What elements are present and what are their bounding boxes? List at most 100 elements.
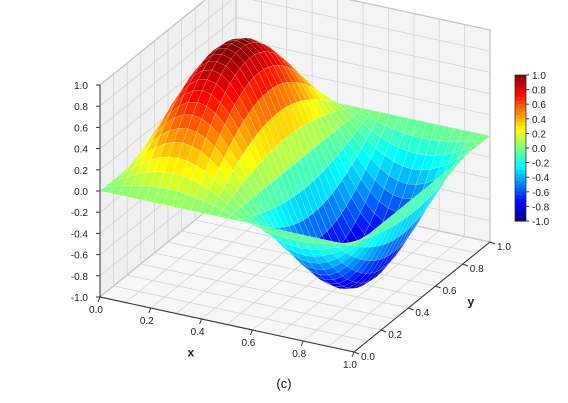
y-axis-line	[353, 241, 491, 353]
surface-patch	[461, 147, 476, 161]
surface	[99, 37, 491, 290]
z-tick-label: 0.0	[74, 187, 88, 198]
colorbar-band	[515, 155, 526, 160]
colorbar-band	[515, 199, 526, 204]
colorbar-band	[515, 180, 526, 186]
colorbar-band	[515, 85, 526, 91]
colorbar-tick-label: 0.8	[532, 86, 546, 97]
colorbar-tick-label: 0.2	[532, 129, 546, 140]
x-tick-mark	[300, 340, 304, 347]
colorbar-band	[515, 100, 526, 105]
x-tick-mark	[148, 307, 152, 314]
colorbar-band	[515, 162, 526, 167]
colorbar-tick-label: 0.4	[532, 115, 546, 126]
colorbar-band	[515, 111, 526, 116]
colorbar-band	[515, 133, 526, 138]
y-tick-label: 0.2	[388, 330, 402, 341]
x-tick-label: 0.6	[241, 338, 255, 349]
colorbar-band	[515, 122, 526, 127]
colorbar-band	[515, 195, 526, 200]
x-tick-label: 0.4	[191, 327, 205, 338]
colorbar-tick-label: -1.0	[532, 217, 550, 228]
figure-caption: (c)	[276, 376, 292, 391]
colorbar-band	[515, 177, 526, 182]
colorbar-tick-label: -0.4	[532, 173, 550, 184]
x-tick-label: 0.2	[140, 316, 154, 327]
colorbar-band	[515, 96, 526, 102]
z-tick-label: -0.2	[71, 208, 89, 219]
colorbar-band	[515, 202, 526, 207]
y-tick-mark	[489, 241, 496, 245]
z-tick-label: 0.6	[74, 123, 88, 134]
colorbar-tick-label: 1.0	[532, 71, 546, 82]
z-tick-label: -1.0	[71, 293, 89, 304]
y-tick-mark	[435, 285, 441, 289]
colorbar-band	[515, 75, 526, 80]
colorbar-band	[515, 166, 526, 171]
x-tick-mark	[351, 351, 355, 358]
colorbar-band	[515, 137, 526, 142]
colorbar-band	[515, 126, 526, 131]
surface-patch	[407, 190, 423, 217]
y-tick-label: 0.0	[361, 352, 375, 363]
colorbar-band	[515, 213, 526, 218]
colorbar-band	[515, 115, 526, 120]
x-axis-line	[99, 296, 355, 353]
x-axis-title: x	[188, 345, 195, 359]
surface-patch	[383, 210, 398, 232]
colorbar-tick-label: 0.0	[532, 144, 546, 155]
surface-plot: 0.0 0.2 0.4 0.6 0.8 1.0 0.0 0.2 0.4 0.6 0.8 1.0 -1.0…	[71, 0, 550, 371]
x-tick-label: 0.0	[89, 305, 103, 316]
colorbar-band	[515, 210, 526, 215]
colorbar-band	[515, 107, 526, 113]
z-tick-label: 0.2	[74, 166, 88, 177]
x-tick-label: 1.0	[343, 360, 357, 371]
colorbar-band	[515, 191, 526, 197]
colorbar-band	[515, 118, 526, 124]
surface-patch	[427, 175, 442, 200]
colorbar-tick-label: -0.2	[532, 159, 550, 170]
x-tick-label: 0.8	[292, 349, 306, 360]
colorbar: 1.0 0.8 0.6 0.4 0.2 0.0 -0.2 -0.4 -0.6 -0.8 -1.0	[514, 71, 550, 228]
y-tick-label: 0.4	[415, 308, 429, 319]
surface-patch	[392, 202, 408, 227]
colorbar-band	[515, 206, 526, 211]
surface-patch	[388, 206, 403, 230]
y-tick-label: 0.8	[470, 264, 484, 275]
colorbar-band	[515, 169, 526, 175]
colorbar-band	[515, 144, 526, 149]
colorbar-tick-label: -0.6	[532, 188, 550, 199]
surface-patch	[344, 241, 360, 247]
z-tick-label: 0.8	[74, 102, 88, 113]
z-tick-label: -0.8	[71, 272, 89, 283]
z-tick-label: 1.0	[74, 81, 88, 92]
x-tick-mark	[199, 318, 203, 325]
y-tick-label: 0.6	[443, 286, 457, 297]
colorbar-band	[515, 82, 526, 87]
colorbar-tick-label: -0.8	[532, 202, 550, 213]
colorbar-band	[515, 158, 526, 164]
colorbar-band	[515, 173, 526, 178]
x-tick-mark	[249, 329, 253, 336]
colorbar-band	[515, 89, 526, 94]
colorbar-tick-label: 0.6	[532, 100, 546, 111]
colorbar-band	[515, 217, 526, 222]
y-tick-mark	[381, 329, 387, 333]
surface-patch	[417, 182, 432, 209]
colorbar-band	[515, 104, 526, 109]
surface-patch	[470, 139, 486, 148]
z-tick-label: 0.4	[74, 145, 88, 156]
grid-line	[328, 236, 465, 347]
surface-patch	[378, 214, 394, 234]
surface-patch	[412, 186, 428, 213]
z-tick-label: -0.4	[71, 229, 89, 240]
x-tick-mark	[97, 296, 101, 303]
y-tick-mark	[462, 263, 468, 267]
colorbar-band	[515, 93, 526, 98]
y-tick-mark	[408, 307, 414, 311]
y-tick-label: 1.0	[497, 242, 511, 253]
colorbar-band	[515, 140, 526, 145]
surface-patch	[446, 159, 462, 179]
z-tick-label: -0.6	[71, 251, 89, 262]
